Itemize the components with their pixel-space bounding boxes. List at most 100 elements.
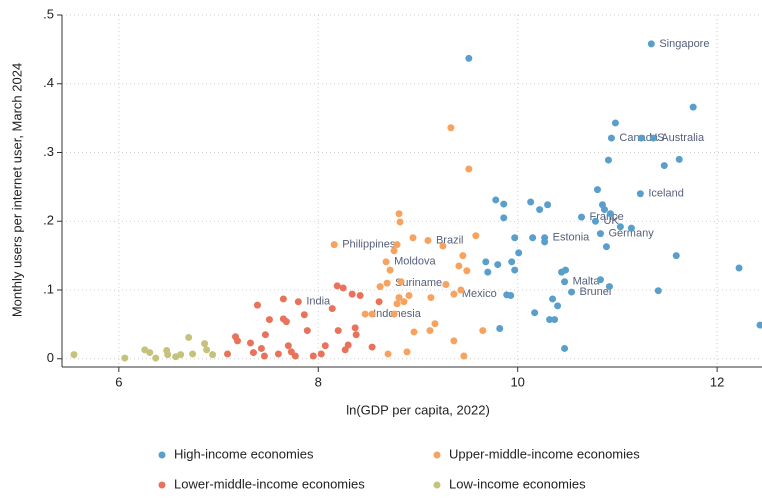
y-tick-label: .5 — [43, 6, 54, 21]
point — [361, 310, 369, 318]
point — [511, 266, 519, 274]
point — [427, 294, 435, 302]
point — [396, 218, 404, 226]
point — [459, 252, 467, 260]
point — [756, 321, 762, 329]
point — [424, 237, 432, 244]
point — [507, 292, 515, 299]
point-label: Estonia — [553, 232, 591, 244]
point — [596, 276, 604, 284]
point — [607, 134, 615, 142]
point — [463, 267, 471, 275]
point — [257, 344, 265, 352]
y-tick-label: .3 — [43, 144, 54, 159]
point — [611, 119, 619, 127]
point — [541, 238, 549, 246]
point — [203, 346, 211, 354]
point — [146, 349, 154, 357]
point — [348, 290, 356, 298]
point — [395, 294, 403, 302]
y-tick-label: .4 — [43, 75, 54, 90]
point — [333, 282, 341, 290]
point — [636, 190, 644, 198]
point — [339, 284, 347, 292]
point — [282, 318, 290, 326]
point — [561, 344, 569, 352]
point — [368, 343, 376, 351]
point — [321, 342, 329, 350]
point-label: Suriname — [395, 277, 442, 289]
point — [185, 333, 193, 341]
point — [457, 286, 465, 294]
point — [383, 279, 391, 287]
point — [164, 351, 172, 359]
point — [376, 283, 384, 291]
point — [152, 354, 160, 362]
point — [578, 213, 586, 221]
point — [600, 206, 608, 214]
point-label: Brunei — [580, 286, 612, 298]
point — [479, 327, 487, 335]
point — [403, 348, 411, 356]
point-label: Singapore — [659, 38, 709, 50]
point — [209, 351, 217, 359]
point — [647, 40, 655, 48]
legend-marker — [158, 481, 166, 489]
point — [253, 301, 261, 309]
legend-marker — [433, 481, 441, 489]
point — [689, 103, 697, 111]
point — [393, 300, 401, 308]
point — [330, 241, 338, 249]
point — [284, 342, 292, 350]
point — [531, 309, 539, 317]
x-tick-label: 6 — [115, 374, 122, 389]
point — [511, 234, 519, 242]
point — [405, 292, 413, 299]
point-label: Moldova — [394, 256, 436, 268]
point — [568, 288, 576, 296]
point — [536, 206, 544, 214]
point-label: Germany — [608, 228, 654, 240]
point — [549, 295, 557, 303]
point — [660, 162, 668, 170]
point — [386, 266, 394, 274]
point — [224, 350, 232, 358]
point — [561, 278, 569, 286]
point — [439, 242, 447, 250]
legend-label: Lower-middle-income economies — [174, 476, 365, 491]
y-tick-label: .2 — [43, 213, 54, 228]
point — [201, 340, 209, 348]
point-label: Mexico — [462, 288, 497, 300]
x-tick-label: 12 — [710, 374, 724, 389]
point — [368, 310, 376, 318]
point — [492, 196, 500, 204]
x-tick-label: 8 — [315, 374, 322, 389]
point — [384, 350, 392, 358]
point — [558, 268, 566, 276]
point — [515, 249, 523, 257]
point — [472, 232, 480, 240]
point — [177, 351, 185, 359]
point — [356, 292, 364, 299]
point-label: Malta — [573, 276, 601, 288]
point — [616, 223, 624, 231]
legend-label: Low-income economies — [449, 476, 586, 491]
point — [627, 224, 635, 232]
point — [397, 278, 405, 286]
point — [390, 310, 398, 318]
point — [382, 258, 390, 266]
point — [460, 352, 468, 360]
point — [447, 124, 455, 132]
point — [249, 349, 257, 357]
point — [672, 252, 680, 260]
y-axis-title: Monthly users per internet user, March 2… — [9, 63, 24, 317]
y-tick-label: .1 — [43, 281, 54, 296]
point — [484, 268, 492, 276]
point — [351, 324, 359, 332]
point — [328, 305, 336, 313]
legend-label: Upper-middle-income economies — [449, 446, 640, 461]
point — [279, 295, 287, 303]
point — [309, 352, 317, 360]
point — [375, 298, 383, 306]
